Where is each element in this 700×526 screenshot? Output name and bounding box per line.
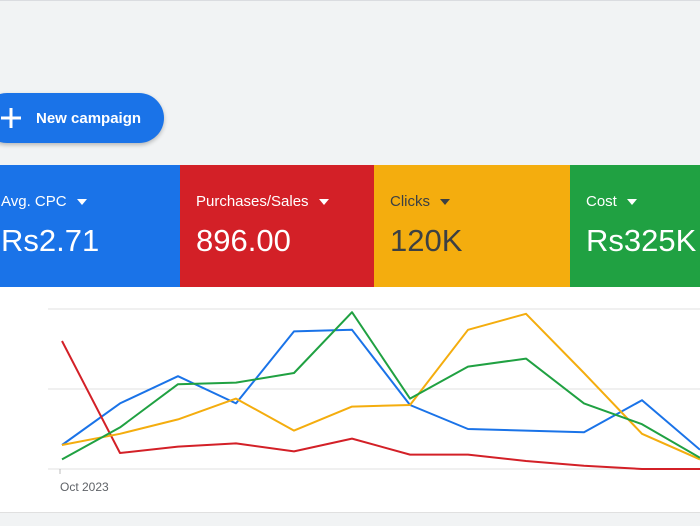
line-chart: Oct 2023 — [48, 308, 700, 494]
caret-down-icon[interactable] — [76, 198, 87, 205]
metric-tile-cost[interactable]: Cost Rs325K — [570, 165, 700, 287]
new-campaign-label: New campaign — [36, 109, 142, 127]
x-tick-label: Oct 2023 — [60, 480, 109, 494]
metric-tile-avg-cpc[interactable]: Avg. CPC Rs2.71 — [0, 165, 180, 287]
metric-label: Clicks — [390, 193, 430, 210]
new-campaign-button[interactable]: New campaign — [0, 93, 164, 143]
metric-label: Avg. CPC — [1, 193, 67, 210]
metric-label: Purchases/Sales — [196, 193, 309, 210]
metric-value: 896.00 — [196, 223, 291, 258]
metric-tile-clicks[interactable]: Clicks 120K — [374, 165, 570, 287]
caret-down-icon[interactable] — [626, 198, 637, 205]
performance-chart: Oct 2023 — [0, 287, 700, 512]
metric-value: Rs2.71 — [1, 223, 100, 258]
series-line-3 — [61, 311, 700, 461]
caret-down-icon[interactable] — [318, 198, 329, 205]
metric-label: Cost — [586, 193, 617, 210]
series-line-2 — [61, 312, 700, 461]
metric-value: 120K — [390, 223, 463, 258]
series-line-1 — [61, 340, 700, 470]
metric-tile-purchases-sales[interactable]: Purchases/Sales 896.00 — [180, 165, 374, 287]
metric-value: Rs325K — [586, 223, 697, 258]
series-line-0 — [61, 328, 700, 451]
plus-icon — [1, 108, 21, 128]
bottom-band — [0, 512, 700, 526]
caret-down-icon[interactable] — [440, 198, 450, 205]
metric-tiles: Avg. CPC Rs2.71 Purchases/Sales 896.00 C… — [0, 165, 700, 287]
